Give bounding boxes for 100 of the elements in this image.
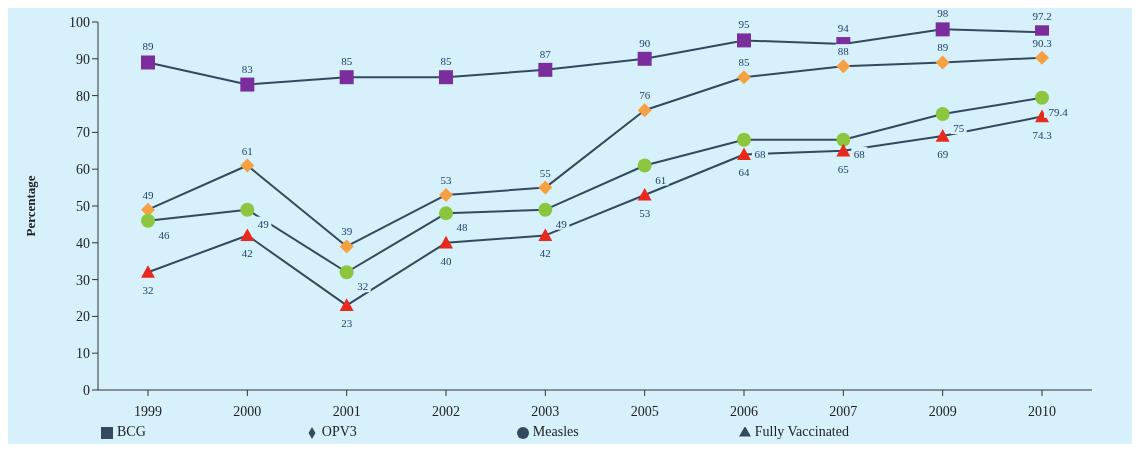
point xyxy=(1035,109,1049,123)
point xyxy=(439,187,453,202)
y-tick-label: 40 xyxy=(76,235,90,251)
data-label: 90.3 xyxy=(1032,36,1053,49)
data-label: 90 xyxy=(639,36,651,49)
data-label: 64 xyxy=(738,166,750,179)
data-label: 32 xyxy=(357,280,369,293)
data-label: 61 xyxy=(655,173,667,186)
point xyxy=(439,235,453,249)
point xyxy=(737,70,751,85)
y-tick-label: 70 xyxy=(76,125,90,141)
point xyxy=(339,265,354,280)
data-label: 83 xyxy=(241,62,254,75)
point xyxy=(240,228,255,242)
legend-label: OPV3 xyxy=(321,424,357,439)
point xyxy=(737,147,751,161)
point xyxy=(141,213,155,228)
x-tick-label: 2005 xyxy=(630,403,659,419)
data-label: 42 xyxy=(241,247,253,260)
x-tick-label: 2000 xyxy=(233,403,262,419)
legend-label: Fully Vaccinated xyxy=(754,424,849,439)
x-tick-label: 2003 xyxy=(531,403,560,419)
point xyxy=(637,51,652,66)
y-tick-label: 30 xyxy=(76,272,90,288)
y-tick-label: 60 xyxy=(76,162,90,178)
point xyxy=(339,298,354,311)
point xyxy=(141,265,155,278)
data-label: 61 xyxy=(241,144,253,157)
data-label: 98 xyxy=(937,7,949,20)
data-label: 46 xyxy=(158,228,170,241)
data-label: 53 xyxy=(639,206,651,219)
point xyxy=(836,132,851,147)
data-label: 85 xyxy=(341,55,353,68)
point xyxy=(141,55,155,70)
y-tick-label: 0 xyxy=(83,382,90,398)
point xyxy=(538,228,553,242)
data-label: 23 xyxy=(341,317,353,330)
data-label: 95 xyxy=(738,18,750,31)
data-label: 48 xyxy=(456,221,468,234)
y-tick-label: 50 xyxy=(76,198,90,214)
x-tick-label: 2001 xyxy=(332,403,361,419)
data-label: 75 xyxy=(953,122,965,134)
y-tick-label: 100 xyxy=(69,14,90,30)
y-axis-title: Percentage xyxy=(22,175,38,237)
y-tick-label: 10 xyxy=(76,346,90,362)
data-label: 68 xyxy=(754,147,766,160)
point xyxy=(1035,50,1049,65)
data-label: 49 xyxy=(142,188,154,201)
data-label: 49 xyxy=(257,217,270,230)
x-tick-label: 2007 xyxy=(829,403,858,419)
point xyxy=(538,62,553,77)
data-label: 49 xyxy=(555,217,568,230)
point xyxy=(935,129,950,142)
data-label: 32 xyxy=(142,284,154,297)
data-label: 74.3 xyxy=(1032,128,1053,141)
point xyxy=(141,202,155,217)
point xyxy=(538,180,553,195)
data-label: 89 xyxy=(937,41,949,54)
point xyxy=(737,132,751,147)
data-label: 53 xyxy=(440,173,452,186)
point xyxy=(637,187,652,201)
data-label: 97.2 xyxy=(1032,10,1052,23)
x-tick-label: 2002 xyxy=(432,403,460,419)
point xyxy=(935,107,950,121)
legend-label: BCG xyxy=(117,424,146,439)
point xyxy=(439,206,453,221)
data-label: 88 xyxy=(837,45,850,58)
data-label: 39 xyxy=(341,225,353,238)
x-tick-label: 2010 xyxy=(1028,403,1056,419)
point xyxy=(836,59,851,74)
data-label: 76 xyxy=(639,89,651,102)
data-label: 94 xyxy=(837,22,850,35)
point xyxy=(240,158,255,173)
y-tick-label: 20 xyxy=(76,309,90,325)
x-tick-label: 2006 xyxy=(730,403,758,419)
x-tick-label: 2009 xyxy=(928,403,957,419)
y-tick-label: 90 xyxy=(76,51,90,67)
point xyxy=(538,202,553,217)
data-label: 55 xyxy=(539,166,552,179)
point xyxy=(935,55,950,70)
data-label: 42 xyxy=(539,247,551,260)
point xyxy=(637,158,652,173)
data-label: 87 xyxy=(539,47,552,60)
data-label: 65 xyxy=(837,162,850,175)
data-label: 40 xyxy=(440,254,452,267)
data-label: 79.4 xyxy=(1048,105,1069,118)
legend-label: Measles xyxy=(532,424,579,439)
data-label: 85 xyxy=(440,55,452,68)
data-label: 69 xyxy=(937,148,949,161)
point xyxy=(737,33,751,48)
point xyxy=(240,77,255,92)
data-label: 68 xyxy=(853,147,866,160)
point xyxy=(836,143,851,157)
y-tick-label: 80 xyxy=(76,88,90,104)
point xyxy=(439,70,453,85)
data-label: 89 xyxy=(142,40,154,53)
point xyxy=(1035,90,1049,105)
x-tick-label: 1999 xyxy=(134,403,162,419)
point xyxy=(339,239,354,254)
point xyxy=(935,22,950,37)
